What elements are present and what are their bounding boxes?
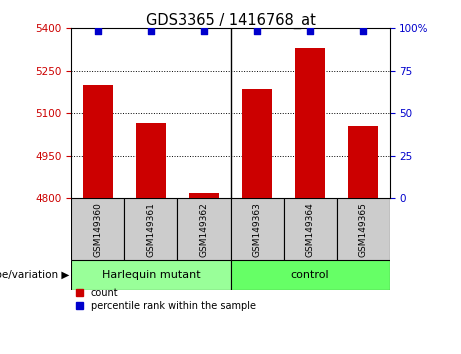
Bar: [136, 123, 165, 198]
Bar: [71, 260, 230, 290]
Text: GSM149360: GSM149360: [94, 202, 102, 257]
Point: [359, 28, 366, 34]
Point: [306, 28, 313, 34]
Bar: [177, 198, 230, 260]
Bar: [189, 193, 219, 198]
Text: Harlequin mutant: Harlequin mutant: [102, 270, 200, 280]
Text: GDS3365 / 1416768_at: GDS3365 / 1416768_at: [146, 12, 315, 29]
Text: GSM149363: GSM149363: [253, 202, 261, 257]
Bar: [230, 260, 390, 290]
Text: genotype/variation ▶: genotype/variation ▶: [0, 270, 69, 280]
Point: [254, 28, 261, 34]
Bar: [349, 126, 378, 198]
Text: GSM149361: GSM149361: [147, 202, 155, 257]
Bar: [124, 198, 177, 260]
Text: control: control: [291, 270, 329, 280]
Bar: [337, 198, 390, 260]
Bar: [230, 198, 284, 260]
Text: GSM149365: GSM149365: [359, 202, 367, 257]
Text: GSM149364: GSM149364: [306, 202, 314, 257]
Legend: count, percentile rank within the sample: count, percentile rank within the sample: [77, 288, 256, 311]
Bar: [242, 89, 272, 198]
Bar: [296, 48, 325, 198]
Bar: [284, 198, 337, 260]
Bar: [83, 85, 112, 198]
Bar: [71, 198, 124, 260]
Point: [94, 28, 101, 34]
Point: [200, 28, 207, 34]
Text: GSM149362: GSM149362: [200, 202, 208, 257]
Point: [148, 28, 155, 34]
